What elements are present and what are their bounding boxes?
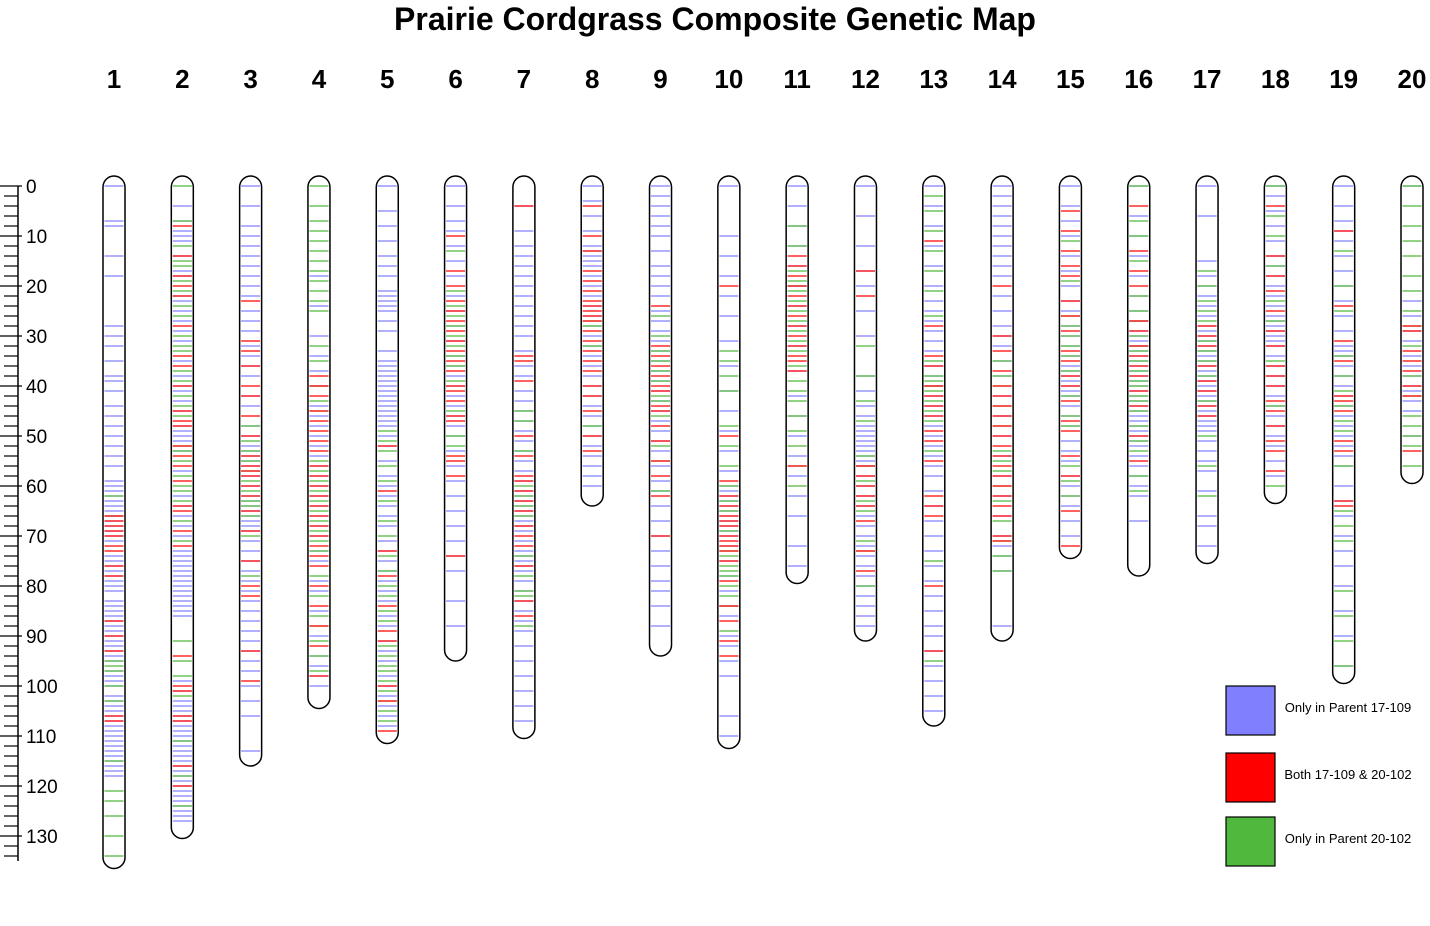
group-label: 4 [312,64,327,94]
legend-item: Only in Parent 20-102 [1225,816,1411,867]
chromosome-outline [102,175,126,870]
group-label: 3 [243,64,257,94]
chromosome-outline [1331,175,1356,685]
group-label: 1 [107,64,121,94]
linkage-group-12: 12 [851,64,880,642]
linkage-group-3: 3 [238,64,263,767]
chromosome-outline [1195,175,1219,565]
chromosome-outline [512,175,536,740]
group-label: 8 [585,64,599,94]
group-label: 18 [1261,64,1290,94]
group-label: 16 [1124,64,1153,94]
legend-label: Only in Parent 20-102 [1285,831,1411,846]
legend-swatch [1225,752,1276,803]
tick-label: 110 [26,727,56,748]
linkage-group-18: 18 [1261,64,1290,505]
legend-label: Both 17-109 & 20-102 [1284,767,1411,782]
legend-swatch [1225,685,1276,736]
tick-label: 100 [26,677,58,698]
group-label: 14 [988,64,1017,94]
chromosome-outline [1400,175,1424,485]
linkage-group-14: 14 [988,64,1017,642]
tick-label: 60 [26,477,47,498]
chromosome-outline [170,175,195,840]
group-label: 17 [1193,64,1222,94]
legend-item: Only in Parent 17-109 [1225,685,1411,736]
linkage-group-17: 17 [1193,64,1222,565]
group-label: 2 [175,64,189,94]
group-label: 9 [653,64,667,94]
position-axis: 0 10 20 30 40 50 60 70 80 90 100 110 120 130 [0,177,58,861]
linkage-group-11: 11 [783,64,811,585]
tick-label: 70 [26,527,47,548]
chromosome-outline [648,175,673,657]
linkage-groups: 1 2 3 4 5 6 7 8 9 10 11 12 13 14 15 16 17 18 19 20 [102,64,1427,870]
group-label: 10 [714,64,743,94]
group-label: 13 [919,64,948,94]
chromosome-outline [375,175,400,745]
linkage-group-13: 13 [919,64,948,727]
linkage-group-8: 8 [580,64,604,507]
group-label: 19 [1329,64,1358,94]
tick-label: 50 [26,427,47,448]
linkage-group-9: 9 [648,64,673,657]
tick-label: 30 [26,327,47,348]
linkage-group-7: 7 [512,64,536,740]
linkage-group-20: 20 [1398,64,1427,485]
group-label: 12 [851,64,880,94]
group-label: 6 [448,64,462,94]
chromosome-outline [307,175,331,710]
chromosome-outline [1058,175,1083,560]
chromosome-outline [238,175,263,767]
tick-label: 40 [26,377,47,398]
tick-label: 120 [26,777,58,798]
linkage-group-2: 2 [170,64,195,840]
linkage-group-16: 16 [1124,64,1153,577]
linkage-group-19: 19 [1329,64,1358,685]
linkage-group-10: 10 [714,64,743,750]
chromosome-outline [443,175,468,662]
legend: Only in Parent 17-109 Both 17-109 & 20-10… [1225,685,1412,867]
linkage-group-15: 15 [1056,64,1085,560]
linkage-group-4: 4 [307,64,331,710]
group-label: 20 [1398,64,1427,94]
tick-label: 90 [26,627,47,648]
linkage-group-5: 5 [375,64,400,745]
tick-label: 80 [26,577,47,598]
linkage-group-6: 6 [443,64,468,662]
chromosome-outline [1126,175,1151,577]
group-label: 7 [517,64,531,94]
chromosome-outline [580,175,604,507]
chromosome-outline [1263,175,1288,505]
chromosome-outline [853,175,878,642]
chromosome-outline [990,175,1014,642]
group-label: 11 [783,64,811,94]
tick-label: 0 [26,177,37,198]
chromosome-outline [785,175,809,585]
legend-label: Only in Parent 17-109 [1285,700,1411,715]
tick-label: 10 [26,227,47,248]
group-label: 5 [380,64,394,94]
group-label: 15 [1056,64,1085,94]
legend-swatch [1225,816,1276,867]
chromosome-outline [922,175,946,727]
chart-title: Prairie Cordgrass Composite Genetic Map [394,1,1036,37]
linkage-group-1: 1 [102,64,126,870]
tick-label: 130 [26,827,58,848]
tick-label: 20 [26,277,47,298]
chromosome-outline [717,175,741,750]
legend-item: Both 17-109 & 20-102 [1225,752,1412,803]
